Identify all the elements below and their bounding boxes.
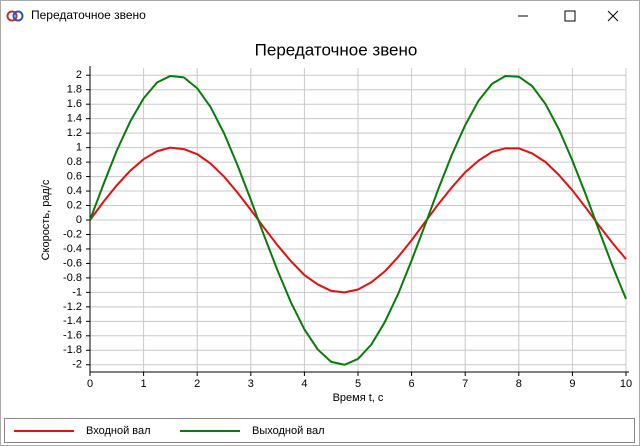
y-tick-label: 0.6: [67, 170, 82, 182]
x-tick-label: 10: [620, 378, 632, 390]
close-button[interactable]: [607, 10, 619, 22]
y-tick-label: 1: [76, 142, 82, 154]
chart-title: Передаточное звено: [255, 40, 418, 59]
x-tick-label: 9: [569, 378, 575, 390]
window-title: Передаточное звено: [31, 8, 146, 22]
y-tick-label: 0.4: [67, 185, 82, 197]
legend-box: [4, 418, 635, 443]
y-tick-label: 2: [76, 69, 82, 81]
series-line: [89, 74, 627, 366]
x-tick-label: 0: [87, 378, 93, 390]
x-tick-label: 6: [409, 378, 415, 390]
legend-label: Выходной вал: [252, 425, 325, 437]
y-tick-label: -1.6: [63, 330, 82, 342]
y-tick-label: -1.4: [63, 315, 82, 327]
y-tick-label: 1.6: [67, 98, 82, 110]
x-tick-label: 5: [355, 378, 361, 390]
series-line: [89, 146, 627, 294]
y-tick-label: 1.4: [67, 113, 82, 125]
x-tick-label: 4: [301, 378, 307, 390]
x-axis-label: Время t, с: [333, 392, 384, 404]
y-tick-label: -0.2: [63, 228, 82, 240]
x-tick-label: 2: [194, 378, 200, 390]
maximize-button[interactable]: [564, 10, 576, 22]
x-tick-label: 3: [248, 378, 254, 390]
y-tick-label: -1: [72, 286, 82, 298]
y-tick-label: -0.8: [63, 272, 82, 284]
y-tick-label: -0.4: [63, 243, 82, 255]
window-icon: [6, 10, 24, 22]
y-tick-label: 0.8: [67, 156, 82, 168]
y-tick-label: -1.2: [63, 301, 82, 313]
y-tick-label: -0.6: [63, 257, 82, 269]
x-tick-label: 1: [141, 378, 147, 390]
y-tick-label: 1.2: [67, 127, 82, 139]
y-tick-label: -1.8: [63, 344, 82, 356]
legend-label: Входной вал: [86, 425, 151, 437]
y-tick-label: 1.8: [67, 84, 82, 96]
x-tick-label: 8: [516, 378, 522, 390]
x-tick-label: 7: [462, 378, 468, 390]
y-tick-label: -2: [72, 359, 82, 371]
y-tick-label: 0.2: [67, 199, 82, 211]
y-axis-label: Скорость, рад/с: [40, 179, 52, 260]
y-tick-label: 0: [76, 214, 82, 226]
